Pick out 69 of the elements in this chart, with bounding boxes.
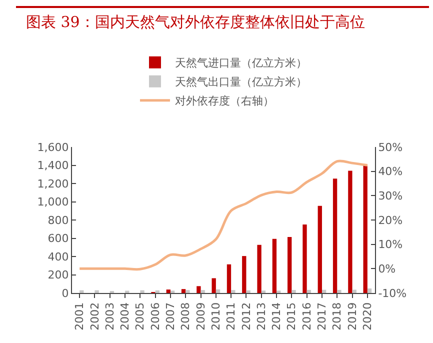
x-tick-label: 2018 — [330, 302, 344, 330]
y-tick-label: 1,200 — [37, 177, 69, 190]
bar — [226, 264, 232, 293]
bar — [196, 286, 201, 293]
bar — [181, 289, 186, 293]
bar — [140, 290, 144, 293]
y2-tick-label: 40% — [378, 165, 403, 178]
y2-tick-label: 0% — [378, 262, 396, 276]
y-tick-label: 1,000 — [37, 196, 69, 209]
y2-tick-label: 30% — [378, 190, 403, 203]
y-tick-label: 400 — [48, 250, 69, 264]
y2-tick-label: 50% — [378, 140, 403, 154]
bar — [302, 224, 307, 293]
x-tick-label: 2002 — [88, 302, 102, 330]
x-tick-label: 2014 — [270, 302, 284, 330]
y2-tick-label: -10% — [378, 286, 407, 300]
bar — [166, 290, 170, 293]
legend-label: 天然气出口量（亿立方米） — [175, 76, 307, 89]
bar — [352, 290, 356, 293]
bar — [272, 238, 277, 293]
y-tick-label: 200 — [48, 268, 69, 282]
bar — [257, 244, 262, 293]
bar — [288, 237, 292, 293]
bar — [318, 206, 322, 293]
x-tick-label: 2009 — [194, 302, 208, 330]
x-tick-label: 2007 — [164, 302, 178, 330]
bar — [242, 256, 246, 293]
y2-tick-label: 20% — [378, 214, 403, 227]
y-tick-label: 0 — [62, 286, 69, 300]
bar — [306, 290, 311, 293]
x-tick-label: 2012 — [240, 302, 253, 330]
bar — [216, 289, 220, 293]
y-tick-label: 1,400 — [37, 159, 69, 172]
legend-label: 对外依存度（右轴） — [175, 94, 274, 108]
bar — [186, 290, 190, 293]
y-tick-label: 800 — [48, 214, 69, 227]
x-tick-label: 2005 — [134, 302, 147, 330]
bar — [332, 178, 338, 293]
x-tick-label: 2019 — [346, 302, 359, 330]
x-tick-label: 2017 — [316, 302, 329, 330]
y2-tick-label: 10% — [378, 238, 403, 252]
y-tick-label: 1,600 — [37, 140, 69, 154]
bar — [212, 278, 216, 293]
x-tick-label: 2006 — [148, 302, 162, 330]
x-tick-label: 2008 — [179, 302, 192, 330]
x-tick-label: 2010 — [209, 302, 222, 330]
bar — [155, 290, 160, 293]
bar — [348, 170, 352, 293]
legend-label: 天然气进口量（亿立方米） — [175, 56, 307, 70]
x-tick-label: 2013 — [254, 302, 268, 330]
bar — [94, 290, 99, 293]
x-tick-label: 2001 — [73, 302, 86, 330]
bar — [246, 290, 250, 293]
x-tick-label: 2004 — [118, 302, 132, 330]
bar — [363, 166, 368, 293]
bar — [200, 290, 205, 293]
x-tick-label: 2016 — [300, 302, 314, 330]
x-tick-label: 2003 — [103, 302, 116, 330]
bar — [322, 290, 326, 293]
bar — [231, 290, 236, 293]
y-tick-label: 600 — [48, 232, 69, 246]
bar — [367, 288, 372, 293]
bar — [337, 290, 342, 293]
line-series — [78, 160, 369, 271]
x-tick-label: 2011 — [224, 302, 238, 330]
bar — [292, 290, 296, 293]
x-tick-label: 2015 — [285, 302, 298, 330]
chart-title: 图表 39：国内天然气对外依存度整体依旧处于高位 — [16, 6, 429, 37]
x-tick-label: 2020 — [361, 302, 374, 330]
